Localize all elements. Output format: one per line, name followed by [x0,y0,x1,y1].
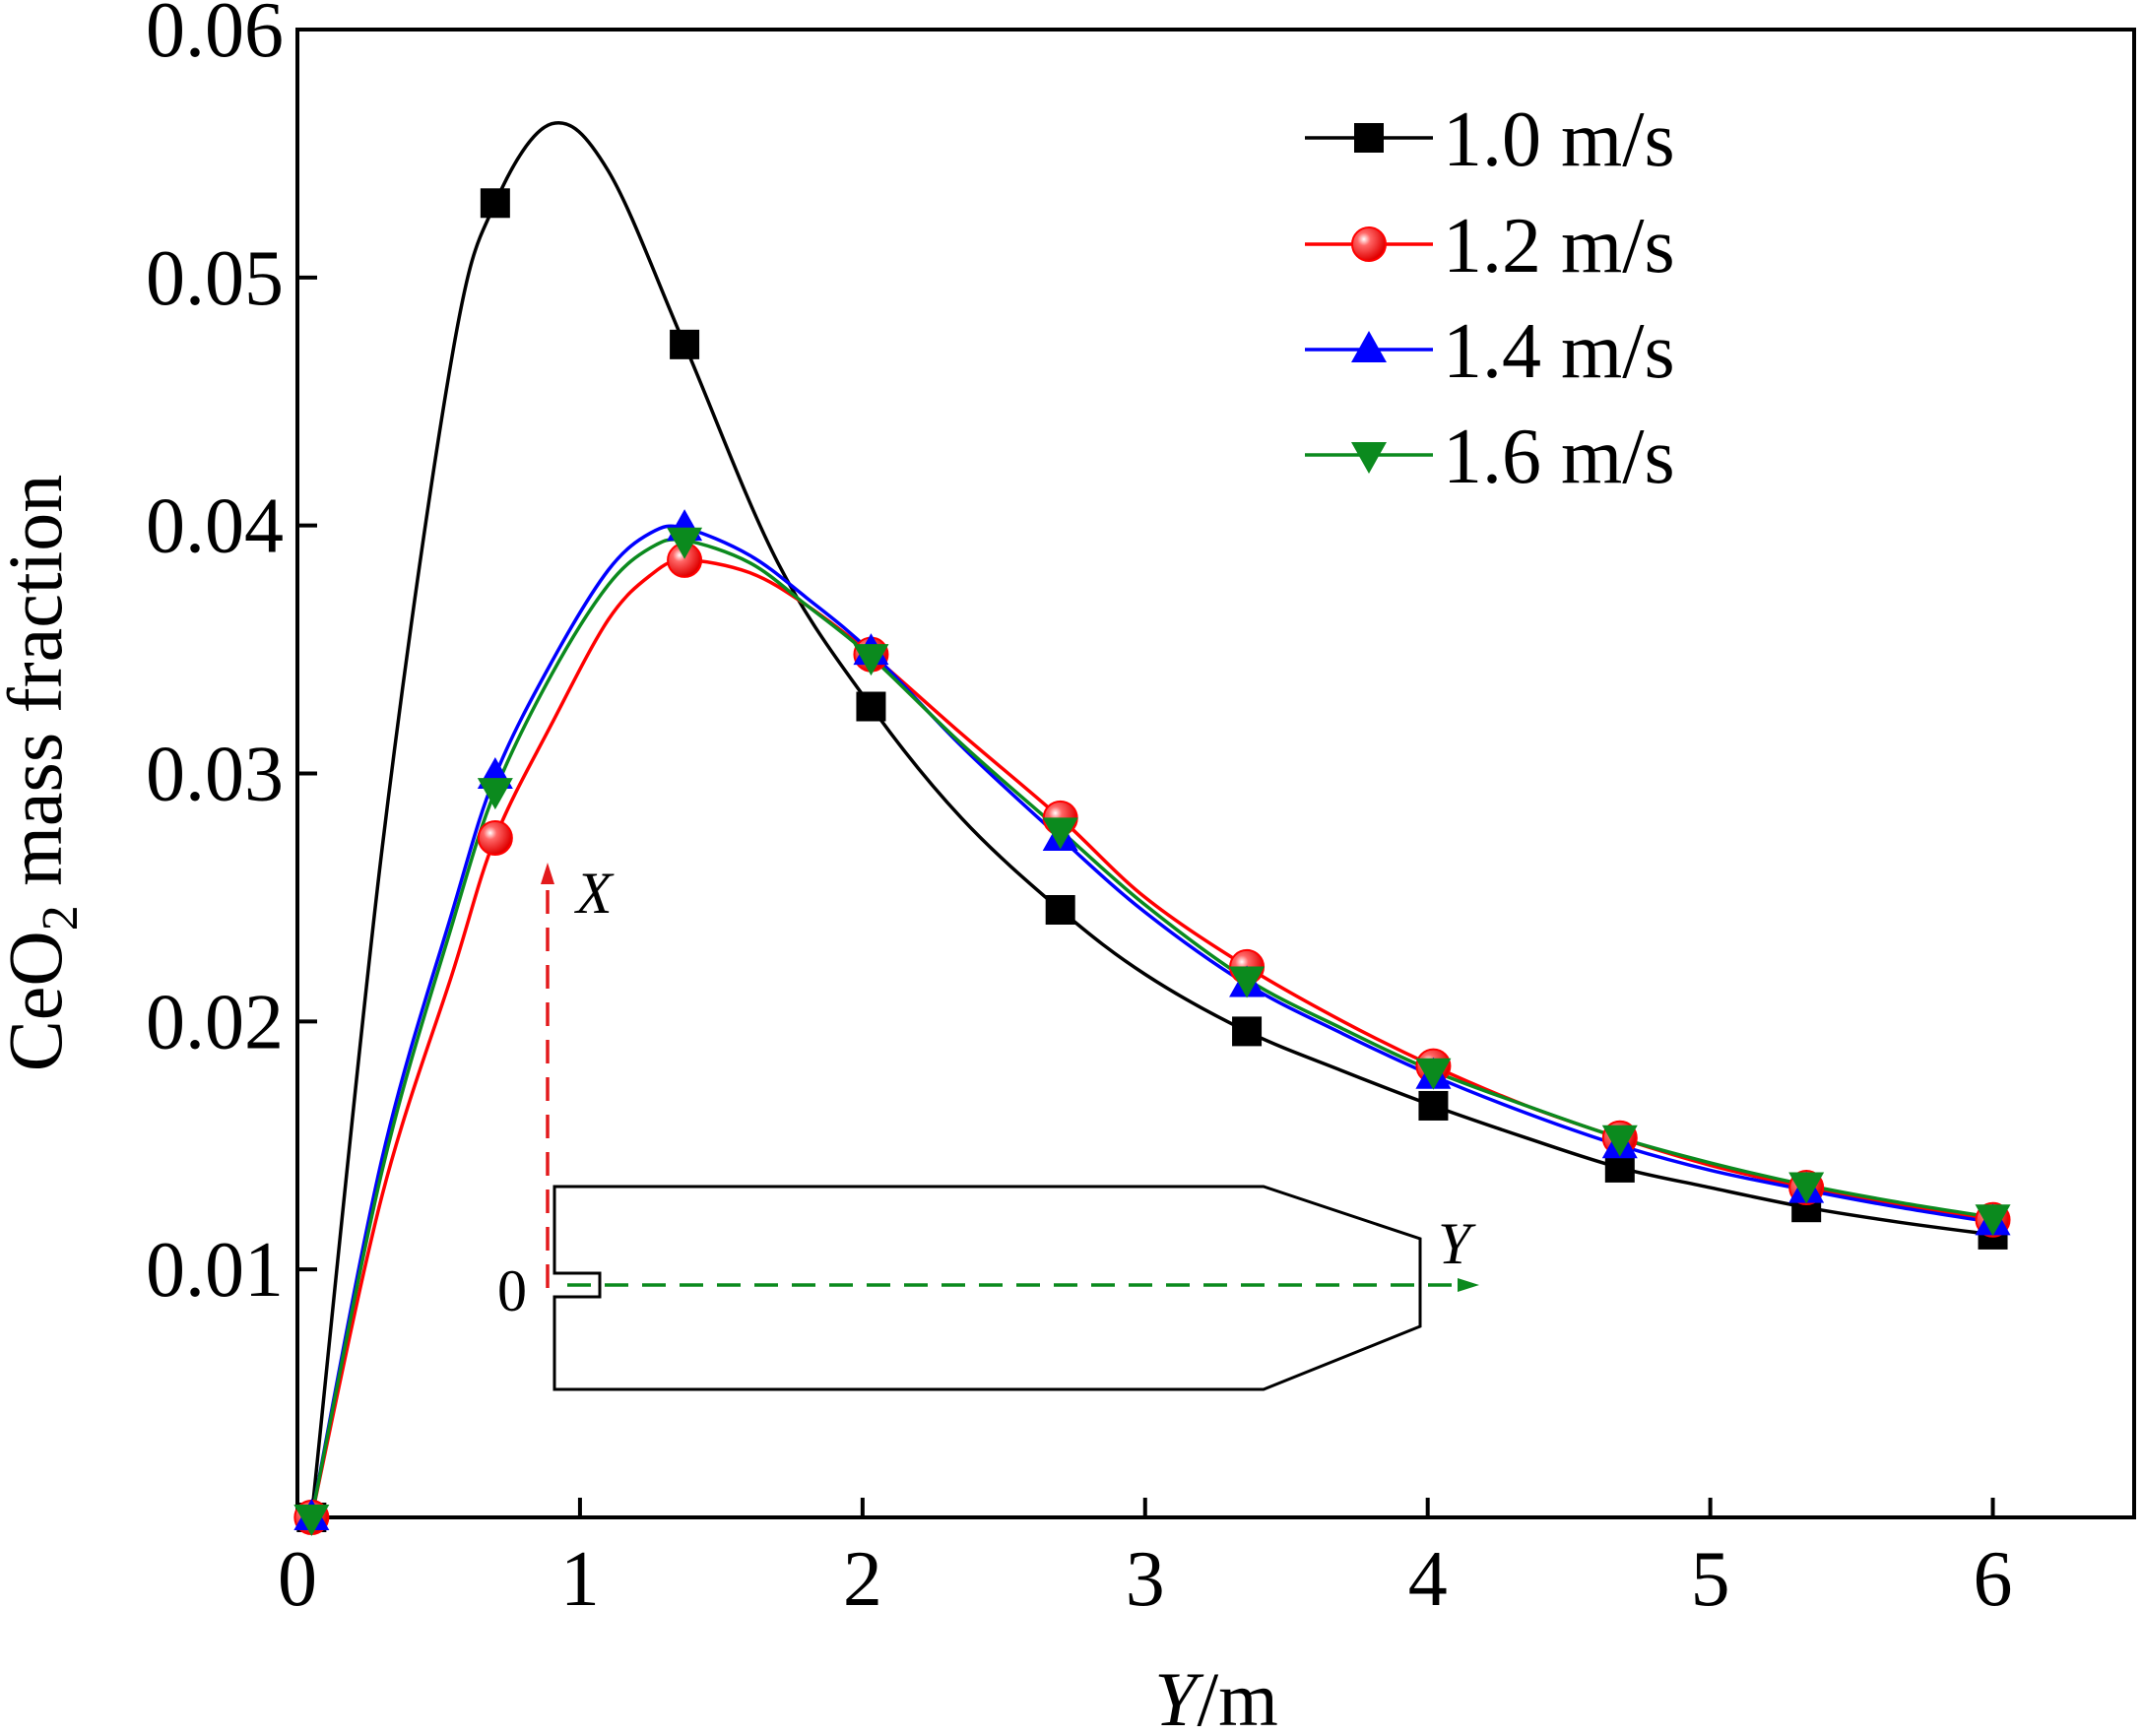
data-point [1045,895,1075,926]
tick-labels: 0 1 2 3 4 5 6 0.01 0.02 0.03 0.04 0.05 0.06 [146,0,2013,1623]
legend-item: 1.4 m/s [1305,308,1675,395]
x-tick-label: 5 [1691,1536,1730,1623]
data-point [1975,1204,2011,1237]
y-tick-label: 0.02 [146,979,284,1065]
x-tick-label: 6 [1974,1536,2013,1623]
y-tick-label: 0.05 [146,235,284,322]
inset-diagram: X Y 0 [497,861,1479,1391]
data-point [667,527,703,559]
data-point [293,1505,330,1536]
legend-label: 1.0 m/s [1443,96,1675,183]
legend-label: 1.4 m/s [1443,308,1675,395]
series-line [309,120,1993,1518]
legend-marker [1354,123,1384,153]
y-tick-label: 0.04 [146,483,284,570]
y-tick-label: 0.01 [146,1227,284,1314]
legend-item: 1.2 m/s [1305,203,1675,289]
x-tick-label: 1 [560,1536,600,1623]
data-point [1042,817,1078,850]
inset-x-arrowhead [541,863,554,884]
x-tick-label: 4 [1408,1536,1448,1623]
plot-frame [295,28,2136,1519]
series-markers [293,188,2011,1536]
y-axis-title: CeO2 mass fraction [0,475,89,1072]
legend-item: 1.6 m/s [1305,414,1675,500]
x-tick-label: 3 [1126,1536,1165,1623]
legend-item: 1.0 m/s [1305,96,1675,183]
legend-marker [1351,442,1387,474]
series-line [309,558,1993,1518]
legend: 1.0 m/s 1.2 m/s 1.4 m/s 1.6 m/s [1305,96,1675,500]
data-point [1601,1125,1638,1157]
data-point [477,819,513,856]
x-tick-label: 0 [278,1536,317,1623]
data-point [1418,1090,1449,1121]
legend-marker [1351,331,1387,362]
x-tick-label: 2 [843,1536,882,1623]
data-point [1415,1058,1452,1090]
inset-origin-label: 0 [497,1258,527,1323]
series-line [309,538,1993,1518]
y-axis-title-subscript: 2 [32,905,89,931]
inset-chamber-outline [552,1185,1422,1391]
inset-y-label: Y [1438,1211,1476,1276]
y-tick-label: 0.06 [146,0,284,74]
data-point [1229,966,1266,998]
axis-ticks [297,28,1995,1517]
legend-label: 1.2 m/s [1443,203,1675,289]
inset-x-label: X [574,861,615,926]
y-tick-label: 0.03 [146,732,284,818]
data-point [1788,1172,1825,1204]
series-curves [309,120,1993,1518]
inset-y-arrowhead [1458,1278,1479,1292]
data-point [480,188,510,219]
legend-label: 1.6 m/s [1443,414,1675,500]
data-point [477,778,513,810]
x-axis-title: Y/m [1154,1656,1278,1736]
x-axis-title-variable: Y [1154,1656,1204,1736]
data-point [670,329,700,359]
series-line [309,524,1993,1518]
y-axis-title-suffix: mass fraction [0,475,78,906]
data-point [1232,1016,1263,1047]
data-point [856,691,886,722]
legend-marker [1351,226,1387,262]
y-axis-title-prefix: CeO [0,931,78,1071]
data-point [853,644,889,676]
x-axis-title-unit: /m [1198,1656,1278,1736]
